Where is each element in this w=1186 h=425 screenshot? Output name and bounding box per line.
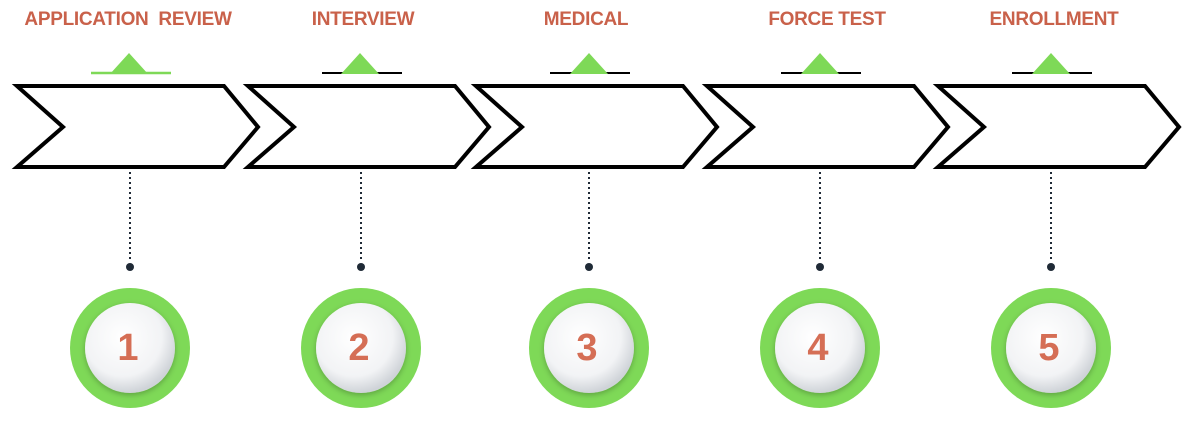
number-disc [775, 303, 865, 393]
marker-triangle [1032, 53, 1070, 74]
marker-triangle [570, 53, 608, 74]
connector-dot [816, 263, 824, 271]
step-number: 4 [807, 327, 828, 369]
step-title: APPLICATION REVIEW [24, 9, 232, 30]
step-4: FORCE TEST 4 [701, 9, 951, 408]
connector-dot [1047, 263, 1055, 271]
chevron-arrow [242, 84, 492, 169]
chevron-arrow [932, 84, 1182, 169]
step-title: INTERVIEW [312, 9, 415, 30]
step-2: INTERVIEW 2 [242, 9, 492, 408]
step-number: 2 [348, 327, 369, 369]
step-3: MEDICAL 3 [470, 9, 720, 408]
chevron-arrow [701, 84, 951, 169]
number-disc [316, 303, 406, 393]
step-title: MEDICAL [544, 9, 629, 30]
marker-triangle [110, 53, 148, 74]
step-title: FORCE TEST [768, 9, 886, 30]
step-5: ENROLLMENT 5 [932, 9, 1182, 408]
step-number: 1 [117, 327, 138, 369]
marker-triangle [341, 53, 379, 74]
connector-dot [126, 263, 134, 271]
number-disc [1006, 303, 1096, 393]
number-disc [85, 303, 175, 393]
step-number: 5 [1038, 327, 1059, 369]
step-1: APPLICATION REVIEW 1 [11, 9, 261, 408]
step-title: ENROLLMENT [990, 9, 1120, 30]
chevron-arrow [470, 84, 720, 169]
connector-dot [357, 263, 365, 271]
number-disc [544, 303, 634, 393]
connector-dot [585, 263, 593, 271]
step-number: 3 [576, 327, 597, 369]
marker-triangle [801, 53, 839, 74]
chevron-arrow [11, 84, 261, 169]
